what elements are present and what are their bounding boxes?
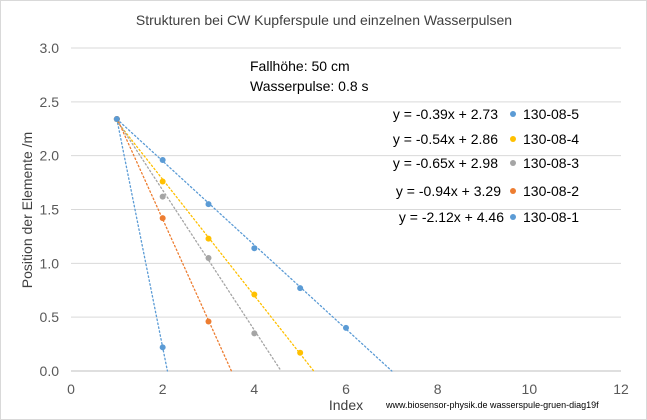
x-tick-label: 12 xyxy=(613,381,629,397)
legend-marker-130-08-3 xyxy=(510,160,516,166)
legend-marker-130-08-4 xyxy=(510,136,516,142)
legend-label-130-08-5: 130-08-5 xyxy=(523,106,579,122)
trendline-equation-130-08-3: y = -0.65x + 2.98 xyxy=(393,155,498,171)
data-point-130-08-3 xyxy=(159,193,166,200)
data-point-130-08-1 xyxy=(113,116,120,123)
data-point-130-08-5 xyxy=(297,285,304,292)
x-axis-label: Index xyxy=(329,397,363,413)
legend: y = -0.39x + 2.73 130-08-5 y = -0.54x + 2.… xyxy=(393,106,579,225)
x-tick-label: 10 xyxy=(522,381,538,397)
trendlines xyxy=(116,117,393,372)
trendline-equation-130-08-5: y = -0.39x + 2.73 xyxy=(393,106,498,122)
legend-label-130-08-3: 130-08-3 xyxy=(523,155,579,171)
data-point-130-08-5 xyxy=(343,324,349,331)
trendline-130-08-1 xyxy=(116,118,169,372)
data-point-130-08-4 xyxy=(297,349,304,356)
legend-marker-130-08-5 xyxy=(510,111,516,117)
y-tick-label: 0.5 xyxy=(40,309,60,325)
data-point-130-08-3 xyxy=(205,254,212,261)
data-point-130-08-4 xyxy=(251,291,258,298)
gridlines xyxy=(71,47,621,372)
y-tick-label: 3.0 xyxy=(40,40,60,56)
data-point-130-08-2 xyxy=(205,318,212,325)
x-tick-label: 0 xyxy=(67,381,75,397)
footer-credit: www.biosensor-physik.de wasserspule-grue… xyxy=(385,400,599,410)
x-tick-label: 2 xyxy=(159,381,167,397)
y-axis-label: Position der Elemente /m xyxy=(19,132,35,288)
data-point-130-08-5 xyxy=(251,245,258,252)
y-tick-label: 1.0 xyxy=(40,255,60,271)
chart-title: Strukturen bei CW Kupferspule und einzel… xyxy=(136,12,512,28)
trendline-equation-130-08-1: y = -2.12x + 4.46 xyxy=(399,209,504,225)
data-point-130-08-3 xyxy=(251,330,258,337)
x-tick-label: 6 xyxy=(342,381,350,397)
data-point-130-08-4 xyxy=(159,178,166,185)
legend-marker-130-08-1 xyxy=(510,214,516,220)
y-tick-label: 1.5 xyxy=(40,202,60,218)
annotation-fallhoehe: Fallhöhe: 50 cm xyxy=(250,58,350,74)
data-points xyxy=(113,116,349,356)
trendline-130-08-4 xyxy=(116,120,315,372)
x-tick-label: 8 xyxy=(434,381,442,397)
data-point-130-08-5 xyxy=(159,156,166,163)
legend-marker-130-08-2 xyxy=(510,188,516,194)
legend-label-130-08-2: 130-08-2 xyxy=(523,183,579,199)
trendline-130-08-2 xyxy=(116,117,233,372)
x-tick-label: 4 xyxy=(250,381,258,397)
y-tick-label: 2.0 xyxy=(40,148,60,164)
y-tick-labels: 0.0 0.5 1.0 1.5 2.0 2.5 3.0 xyxy=(40,40,60,379)
data-point-130-08-1 xyxy=(159,344,166,351)
data-point-130-08-4 xyxy=(205,235,212,242)
y-tick-label: 0.0 xyxy=(40,363,60,379)
y-tick-label: 2.5 xyxy=(40,94,60,110)
legend-label-130-08-4: 130-08-4 xyxy=(523,131,579,147)
trendline-equation-130-08-4: y = -0.54x + 2.86 xyxy=(393,131,498,147)
x-tick-labels: 0 2 4 6 8 10 12 xyxy=(67,381,629,397)
annotation-wasserpulse: Wasserpulse: 0.8 s xyxy=(250,78,369,94)
trendline-equation-130-08-2: y = -0.94x + 3.29 xyxy=(396,183,501,199)
trendline-130-08-3 xyxy=(116,119,282,372)
data-point-130-08-2 xyxy=(159,215,166,222)
data-point-130-08-5 xyxy=(205,201,212,208)
legend-label-130-08-1: 130-08-1 xyxy=(523,209,579,225)
